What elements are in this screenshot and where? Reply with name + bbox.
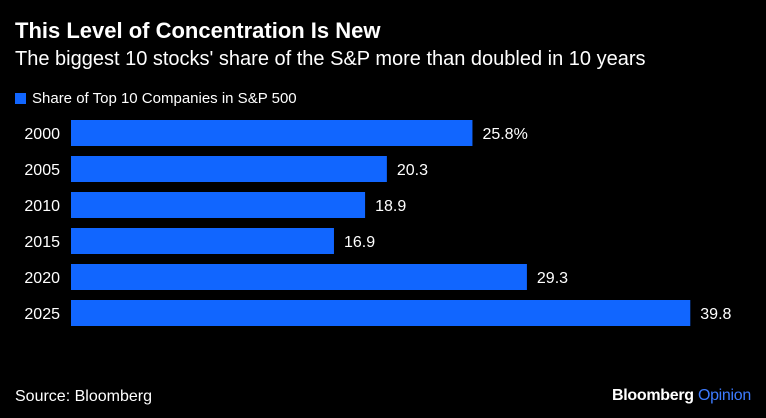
value-label-2025: 39.8 bbox=[700, 306, 731, 323]
bar-2000 bbox=[71, 120, 473, 146]
legend-label: Share of Top 10 Companies in S&P 500 bbox=[32, 90, 297, 107]
bar-2005 bbox=[71, 156, 387, 182]
value-label-2020: 29.3 bbox=[537, 270, 568, 287]
bar-2025 bbox=[71, 300, 691, 326]
category-label-2015: 2015 bbox=[24, 234, 60, 251]
bar-2020 bbox=[71, 264, 527, 290]
category-label-2005: 2005 bbox=[24, 162, 60, 179]
brand-logo: Bloomberg Opinion bbox=[612, 387, 751, 405]
legend-swatch bbox=[15, 93, 26, 104]
bar-2010 bbox=[71, 192, 366, 218]
value-label-2010: 18.9 bbox=[375, 198, 406, 215]
chart-subtitle: The biggest 10 stocks' share of the S&P … bbox=[15, 48, 646, 70]
category-label-2020: 2020 bbox=[24, 270, 60, 287]
value-label-2005: 20.3 bbox=[397, 162, 428, 179]
brand-name: Bloomberg bbox=[612, 387, 694, 404]
brand-accent: Opinion bbox=[697, 387, 751, 404]
value-label-2000: 25.8% bbox=[482, 126, 527, 143]
category-label-2000: 2000 bbox=[24, 126, 60, 143]
category-label-2010: 2010 bbox=[24, 198, 60, 215]
legend: Share of Top 10 Companies in S&P 500 bbox=[15, 90, 297, 107]
chart-title: This Level of Concentration Is New bbox=[15, 18, 381, 43]
value-label-2015: 16.9 bbox=[344, 234, 375, 251]
category-label-2025: 2025 bbox=[24, 306, 60, 323]
bar-2015 bbox=[71, 228, 334, 254]
source-note: Source: Bloomberg bbox=[15, 388, 152, 405]
